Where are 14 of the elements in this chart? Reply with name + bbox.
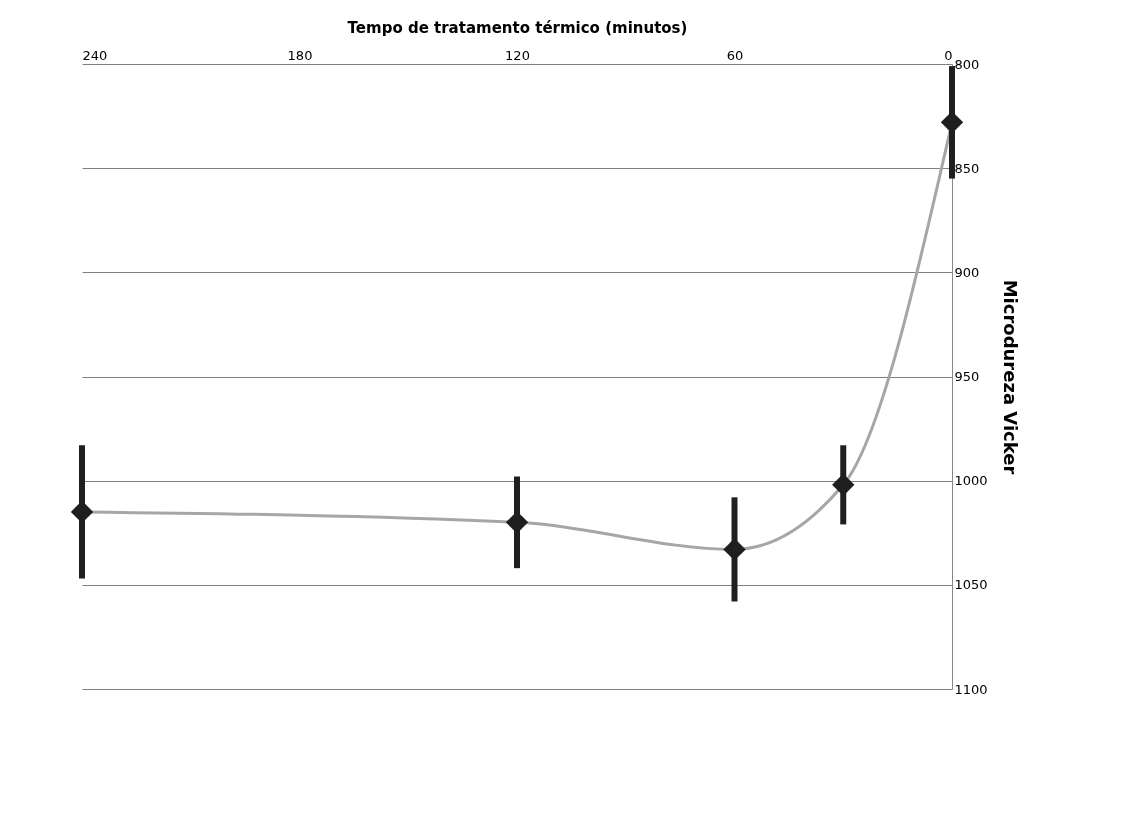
x-tick-label: 60 <box>726 47 744 63</box>
x-tick-label: 120 <box>505 47 530 63</box>
y-axis-title: Microdureza Vicker <box>999 279 1021 475</box>
x-tick-label: 180 <box>287 47 313 63</box>
x-axis-title: Tempo de tratamento térmico (minutos) <box>347 18 688 37</box>
y-tick-label: 950 <box>954 369 980 384</box>
y-tick-label: 1100 <box>954 681 988 697</box>
y-tick-label: 850 <box>954 160 980 176</box>
x-tick-label: 240 <box>82 47 108 63</box>
y-tick-label: 1000 <box>954 473 988 489</box>
y-tick-label: 1050 <box>954 577 988 593</box>
x-tick-label: 0 <box>944 47 953 63</box>
y-tick-label: 900 <box>954 264 980 280</box>
y-tick-label: 800 <box>954 56 980 72</box>
